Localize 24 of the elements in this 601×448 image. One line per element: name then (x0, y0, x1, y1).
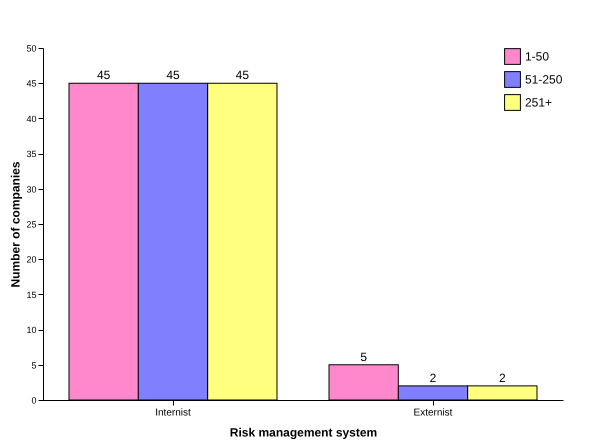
y-tick-label: 35 (26, 149, 36, 160)
y-tick-label: 10 (26, 325, 36, 336)
legend-label: 1-50 (525, 50, 550, 64)
y-tick-label: 40 (26, 114, 36, 124)
data-label: 45 (236, 68, 250, 82)
y-tick-label: 25 (26, 220, 36, 230)
y-tick-label: 50 (26, 44, 36, 54)
x-tick-label: Internist (155, 408, 192, 418)
y-tick-label: 5 (31, 360, 36, 370)
data-label: 2 (430, 370, 437, 385)
y-tick-label: 0 (31, 396, 36, 406)
x-tick-label: Externist (414, 408, 453, 418)
legend-label: 51-250 (525, 72, 563, 86)
y-axis-title: Number of companies (8, 161, 22, 288)
legend-label: 251+ (525, 96, 552, 110)
data-label: 2 (498, 370, 506, 385)
y-tick-label: 30 (26, 184, 36, 194)
data-label: 45 (166, 68, 180, 82)
data-label: 5 (360, 350, 368, 364)
y-tick-label: 20 (26, 254, 36, 265)
x-axis-title: Risk management system (230, 426, 378, 440)
y-tick-label: 15 (26, 290, 36, 300)
y-tick-label: 45 (26, 78, 36, 89)
data-label: 45 (96, 68, 111, 82)
